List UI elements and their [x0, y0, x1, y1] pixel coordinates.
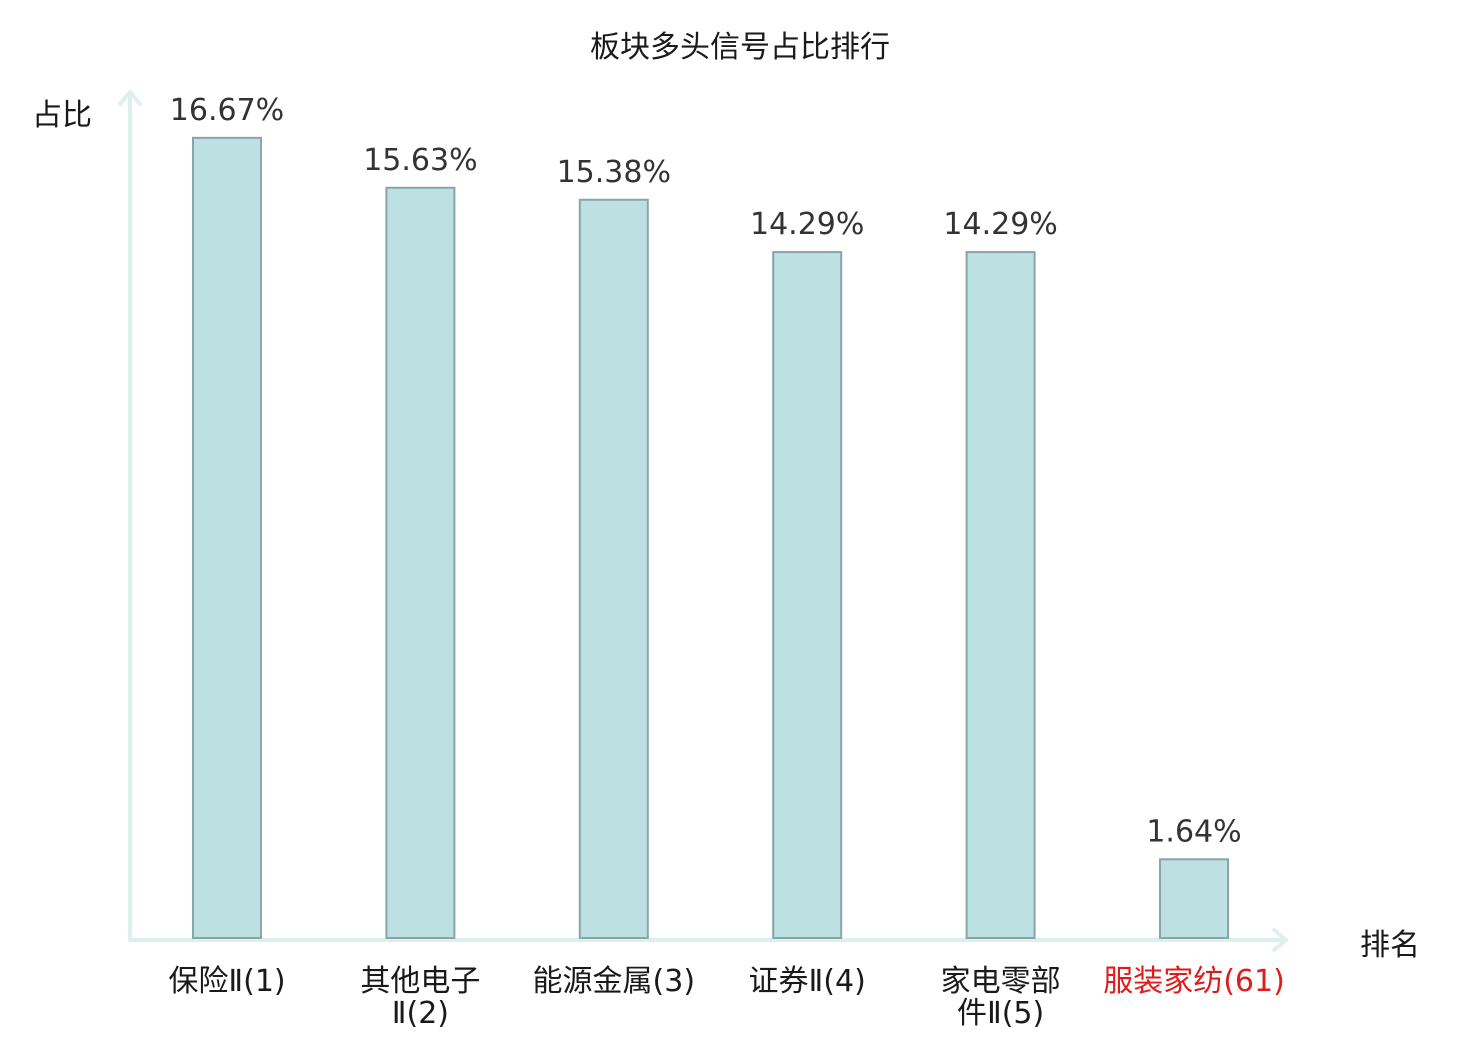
bar-3: [578, 198, 649, 939]
bar-series: [192, 136, 1229, 940]
value-label-1: 16.67%: [170, 93, 284, 128]
bar-4: [772, 251, 843, 939]
category-label-3: 能源金属(3): [519, 966, 709, 998]
x-axis-label: 排名: [1360, 928, 1420, 963]
value-label-4: 14.29%: [750, 207, 864, 242]
category-label-6: 服装家纺(61): [1099, 966, 1289, 998]
x-axis-arrow-bottom: [1272, 938, 1288, 952]
y-axis-label: 占比: [32, 98, 92, 133]
bar-1: [192, 136, 262, 939]
value-label-3: 15.38%: [557, 155, 671, 190]
bar-2: [385, 186, 456, 939]
y-axis-arrow-right: [128, 90, 142, 106]
bar-6: [1159, 858, 1229, 940]
value-labels: 16.67% 15.63% 15.38% 14.29% 14.29% 1.64%: [170, 93, 1242, 849]
category-label-line: 保险Ⅱ(1): [168, 964, 286, 999]
category-label-line: 其他电子: [360, 964, 481, 999]
value-label-5: 14.29%: [943, 207, 1057, 242]
value-label-6: 1.64%: [1146, 814, 1241, 849]
category-label-line: Ⅱ(2): [391, 996, 450, 1031]
x-axis-arrow-top: [1272, 928, 1288, 942]
y-axis-arrow-left: [118, 90, 132, 106]
bar-5: [965, 251, 1036, 939]
chart-axes: [118, 90, 1288, 952]
category-label-line: 服装家纺(61): [1103, 964, 1285, 999]
category-label-2: 其他电子 Ⅱ(2): [325, 966, 515, 1030]
category-label-line: 证券Ⅱ(4): [748, 964, 866, 999]
chart-title: 板块多头信号占比排行: [590, 30, 890, 65]
category-label-line: 家电零部: [940, 964, 1061, 999]
category-label-1: 保险Ⅱ(1): [132, 966, 322, 998]
category-label-5: 家电零部 件Ⅱ(5): [906, 966, 1096, 1030]
category-label-line: 件Ⅱ(5): [956, 996, 1045, 1031]
category-label-4: 证券Ⅱ(4): [712, 966, 902, 998]
category-label-line: 能源金属(3): [532, 964, 696, 999]
value-label-2: 15.63%: [363, 143, 477, 178]
